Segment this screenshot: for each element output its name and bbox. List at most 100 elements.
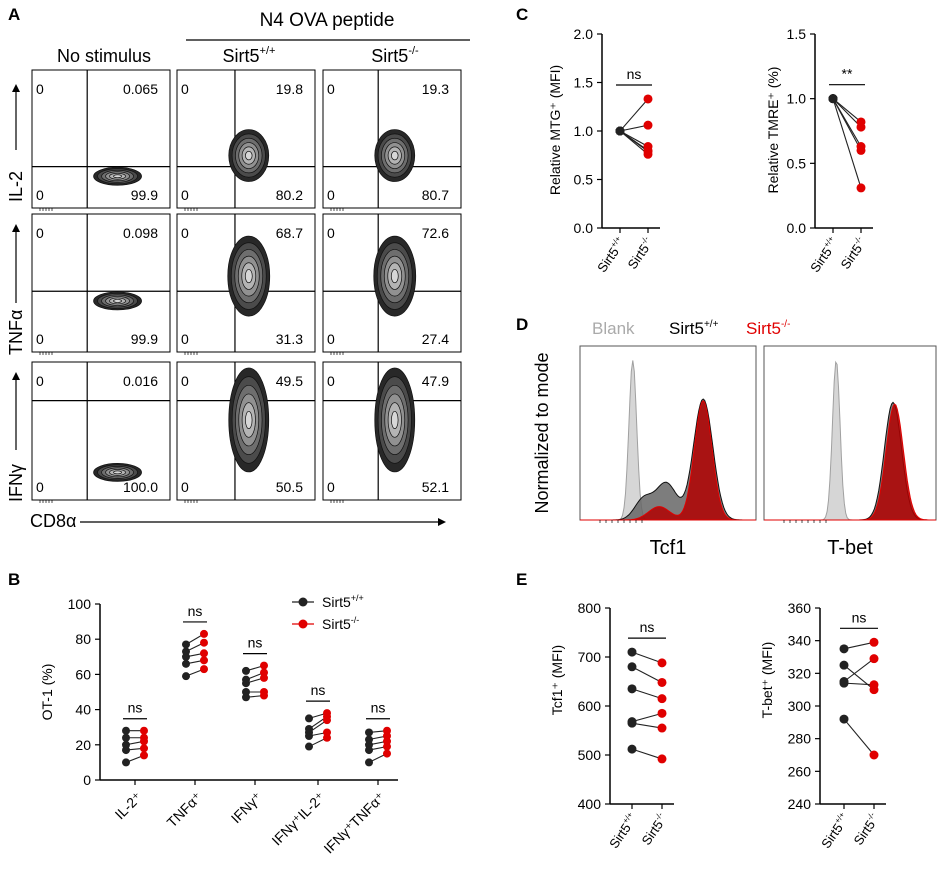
pair-line	[843, 682, 875, 686]
contour-level	[113, 174, 122, 179]
pair-line	[832, 98, 862, 123]
point-sirt5-ko	[200, 665, 208, 674]
point-sirt5-wt	[122, 758, 130, 767]
point-sirt5-ko	[140, 751, 148, 760]
point-sirt5-ko	[657, 694, 667, 704]
gate-value-lower-left: 0	[327, 479, 335, 495]
pair-line	[843, 641, 875, 650]
pair-line	[619, 98, 649, 132]
x-tick-label: IFNγ⁺	[228, 789, 265, 826]
row-label-1: TNFα	[6, 310, 26, 355]
contour-level	[391, 410, 399, 429]
gate-value-upper-left: 0	[36, 81, 44, 97]
y-tick-label: 0.5	[787, 155, 807, 171]
flow-plot-r0-c2: 0 19.3 0 80.7	[322, 69, 462, 211]
y-tick-label: 2.0	[574, 26, 594, 42]
panel-e-left-chart: 400 500 600 700 800 ns Sirt5+/+ Sirt5-/-	[578, 600, 674, 851]
point-sirt5-ko	[869, 637, 879, 647]
histogram-xlabel: T-bet	[827, 537, 873, 559]
panel-b-chart: 0 20 40 60 80 100 ns IL-2⁺ ns TNFα⁺ ns IFNγ⁺ ns IFNγ⁺…	[68, 593, 398, 856]
panel-d-ylabel: Normalized to mode	[532, 352, 552, 513]
point-sirt5-ko	[657, 658, 667, 668]
point-sirt5-wt	[182, 659, 190, 668]
legend-sirt5-ko: Sirt5-/-	[746, 319, 790, 338]
x-tick-label-wt: Sirt5+/+	[806, 234, 841, 275]
point-sirt5-ko	[856, 183, 866, 193]
panel-b-ylabel: OT-1 (%)	[39, 664, 55, 721]
point-sirt5-wt	[365, 758, 373, 767]
point-sirt5-wt	[839, 644, 849, 654]
contour-level	[390, 269, 399, 284]
gate-value-lower-right: 99.9	[131, 331, 158, 347]
x-tick-label-ko: Sirt5-/-	[837, 234, 870, 272]
point-sirt5-wt	[627, 718, 637, 728]
panel-a-flow-grid: IL-2 TNFα IFNγ 0 0.065 0 99.9 0 19.8 0 80.2 0 19.3 0 8…	[6, 69, 462, 503]
x-tick-label-ko: Sirt5-/-	[638, 810, 671, 848]
point-sirt5-ko	[140, 726, 148, 735]
y-tick-label: 600	[578, 698, 602, 714]
point-sirt5-ko	[200, 638, 208, 647]
panel-c-left-ylabel: Relative MTG⁺ (MFI)	[547, 65, 563, 195]
point-sirt5-wt	[122, 726, 130, 735]
point-sirt5-wt	[365, 728, 373, 737]
pair-line	[843, 718, 875, 756]
legend-blank: Blank	[592, 319, 635, 338]
gate-value-upper-left: 0	[36, 225, 44, 241]
gate-value-lower-right: 27.4	[422, 331, 449, 347]
y-tick-label: 1.5	[787, 26, 807, 42]
point-sirt5-wt	[182, 647, 190, 656]
legend-marker-wt	[298, 597, 308, 607]
gate-value-upper-right: 47.9	[422, 373, 449, 389]
pair-line	[832, 98, 862, 189]
panel-e-right-chart: 240 260 280 300 320 340 360 ns Sirt5+/+ Sirt5-/-	[788, 600, 886, 851]
point-sirt5-wt	[305, 724, 313, 733]
gate-value-lower-left: 0	[36, 331, 44, 347]
x-tick-label: IL-2⁺	[112, 789, 146, 823]
gate-value-lower-left: 0	[327, 331, 335, 347]
gate-value-lower-left: 0	[181, 331, 189, 347]
y-tick-label: 60	[75, 666, 91, 682]
x-tick-label: IFNγ⁺TNFα⁺	[320, 789, 388, 857]
pair-line	[832, 98, 862, 151]
panel-label-b: B	[8, 570, 20, 589]
pair-line	[631, 651, 663, 664]
point-sirt5-wt	[305, 742, 313, 751]
point-sirt5-ko	[140, 733, 148, 742]
significance-label: ns	[852, 609, 867, 625]
y-tick-label: 0.0	[574, 220, 594, 236]
gate-value-lower-right: 80.7	[422, 187, 449, 203]
pair-line	[843, 658, 875, 682]
point-sirt5-ko	[869, 654, 879, 664]
point-sirt5-wt	[242, 666, 250, 675]
pair-line	[631, 748, 663, 760]
x-axis-arrowhead-cd8	[438, 518, 446, 526]
y-tick-label: 300	[788, 698, 812, 714]
pair-line	[619, 124, 649, 132]
y-tick-label: 320	[788, 665, 812, 681]
y-tick-label: 1.0	[574, 123, 594, 139]
legend-label-wt: Sirt5+/+	[322, 593, 364, 610]
point-sirt5-wt	[839, 660, 849, 670]
point-sirt5-wt	[182, 640, 190, 649]
significance-label: **	[842, 66, 853, 82]
panel-label-d: D	[516, 315, 528, 334]
significance-label: ns	[640, 619, 655, 635]
point-sirt5-ko	[643, 94, 653, 104]
gate-value-upper-right: 68.7	[276, 225, 303, 241]
point-sirt5-ko	[383, 726, 391, 735]
gate-value-upper-right: 19.3	[422, 81, 449, 97]
panel-c-left-chart: 0.0 0.5 1.0 1.5 2.0 ns Sirt5+/+ Sirt5-/-	[574, 26, 660, 275]
histogram-xlabel: Tcf1	[650, 537, 687, 559]
y-tick-label: 0	[83, 772, 91, 788]
y-tick-label: 400	[578, 796, 602, 812]
pair-line	[631, 722, 663, 729]
row-label-0: IL-2	[6, 171, 26, 202]
significance-label: ns	[627, 66, 642, 82]
pair-line	[619, 130, 649, 152]
pair-line	[832, 98, 862, 128]
y-tick-label: 1.5	[574, 75, 594, 91]
pair-line	[631, 688, 663, 700]
panel-label-a: A	[8, 5, 20, 24]
row-axis-arrowhead-1	[12, 224, 20, 232]
point-sirt5-ko	[260, 668, 268, 677]
